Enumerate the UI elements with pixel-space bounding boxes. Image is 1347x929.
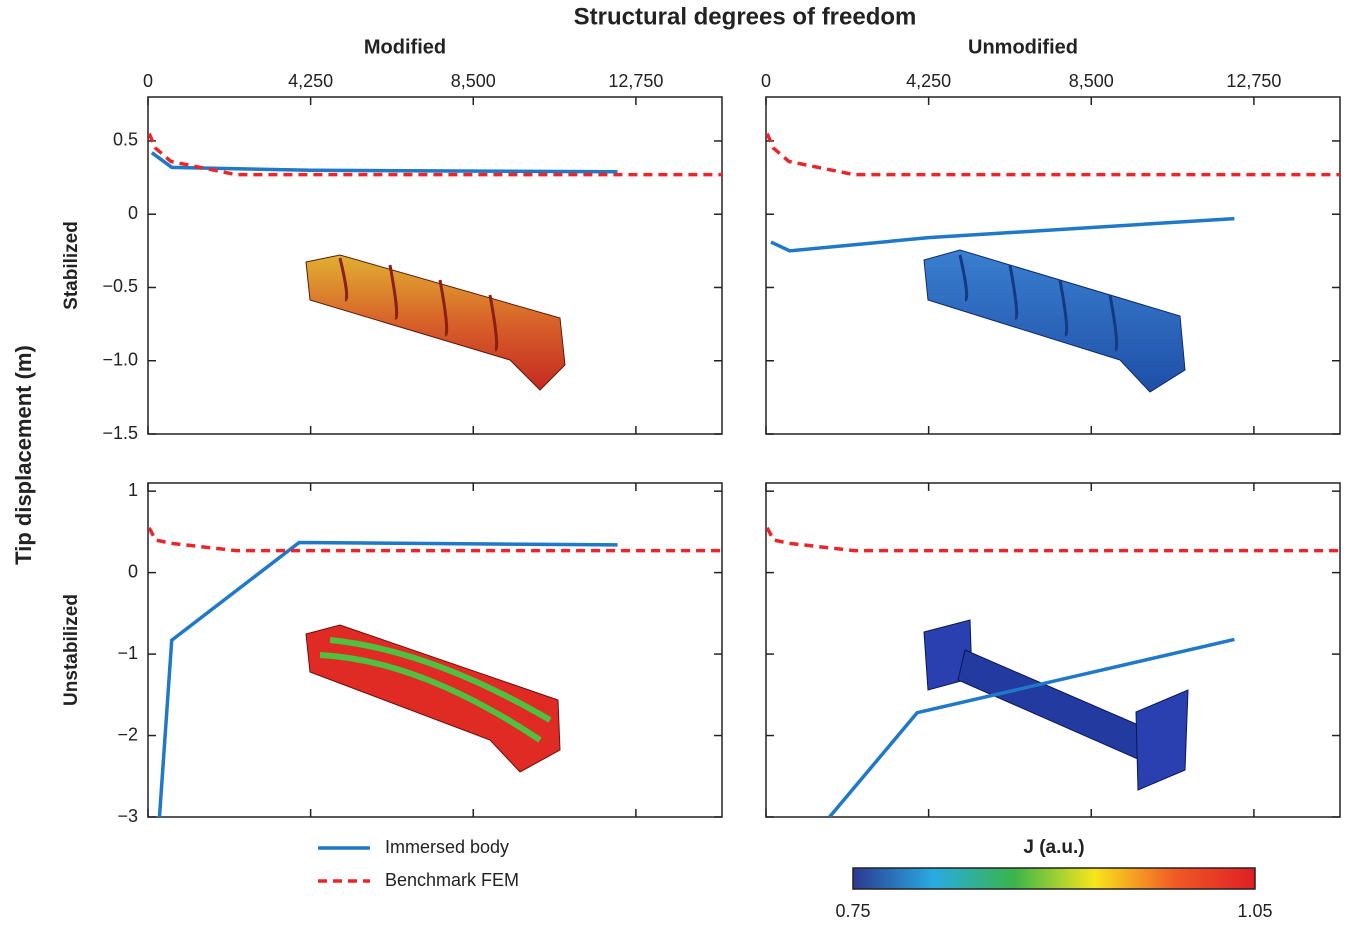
x-tick-label: 4,250: [906, 71, 951, 91]
y-tick-label: −3: [117, 806, 138, 826]
y-tick-label: −0.5: [102, 276, 138, 296]
page: {"figure": {"title": "Structural degrees…: [0, 0, 1347, 929]
y-tick-label: 0: [128, 203, 138, 223]
y-tick-label: −1: [117, 643, 138, 663]
plot-frame: [148, 97, 722, 434]
y-tick-label: 0.5: [113, 130, 138, 150]
figure-title: Structural degrees of freedom: [574, 3, 917, 30]
x-tick-label: 4,250: [288, 71, 333, 91]
row-label: Unstabilized: [61, 594, 82, 706]
x-tick-label: 12,750: [608, 71, 663, 91]
series-line: [767, 528, 1340, 551]
colorbar-tick-label: 1.05: [1237, 901, 1272, 921]
series-line: [771, 219, 1234, 251]
legend-label: Immersed body: [385, 837, 509, 857]
column-title: Unmodified: [968, 36, 1078, 58]
plot-frame: [766, 483, 1340, 817]
helix-illustration: [924, 620, 1188, 790]
y-tick-label: 0: [128, 561, 138, 581]
plot-frame: [766, 97, 1340, 434]
column-title: Modified: [364, 36, 446, 58]
colorbar-title: J (a.u.): [1023, 837, 1084, 858]
y-tick-label: −1.5: [102, 423, 138, 443]
x-tick-label: 12,750: [1226, 71, 1281, 91]
series-line: [767, 134, 1340, 175]
helix-illustration: [306, 625, 560, 772]
helix-illustration: [924, 250, 1185, 392]
x-tick-label: 0: [761, 71, 771, 91]
x-tick-label: 8,500: [451, 71, 496, 91]
helix-illustration: [306, 255, 565, 390]
colorbar: [853, 868, 1255, 889]
y-tick-label: −1.0: [102, 349, 138, 369]
figure-y-label: Tip displacement (m): [11, 345, 36, 565]
figure: Structural degrees of freedom Tip displa…: [0, 0, 1347, 929]
x-tick-label: 8,500: [1069, 71, 1114, 91]
row-label: Stabilized: [61, 221, 82, 310]
y-tick-label: −2: [117, 724, 138, 744]
colorbar-tick-label: 0.75: [835, 901, 870, 921]
x-tick-label: 0: [143, 71, 153, 91]
y-tick-label: 1: [128, 480, 138, 500]
series-line: [149, 528, 722, 551]
plot-frame: [148, 483, 722, 817]
legend-label: Benchmark FEM: [385, 870, 519, 890]
series-line: [152, 153, 618, 172]
